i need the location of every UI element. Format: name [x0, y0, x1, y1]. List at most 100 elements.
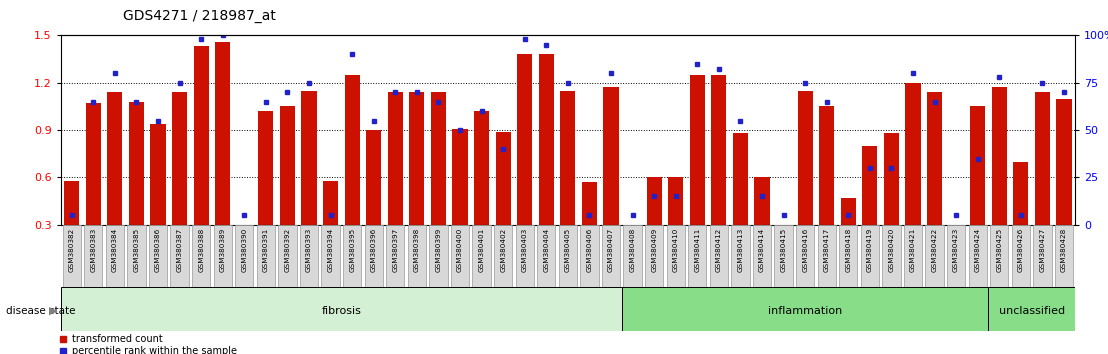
- Bar: [258, 111, 274, 225]
- Bar: [495, 132, 511, 225]
- Bar: [324, 181, 338, 225]
- Bar: [85, 103, 101, 225]
- Bar: [991, 225, 1008, 287]
- Bar: [668, 177, 684, 225]
- Bar: [884, 133, 899, 225]
- Text: GSM380396: GSM380396: [371, 227, 377, 272]
- Bar: [107, 92, 122, 225]
- Bar: [1012, 225, 1030, 287]
- Bar: [688, 225, 707, 287]
- Bar: [148, 225, 167, 287]
- Bar: [882, 225, 901, 287]
- Bar: [667, 225, 685, 287]
- Text: GSM380428: GSM380428: [1061, 227, 1067, 272]
- Text: ▶: ▶: [49, 306, 58, 316]
- Bar: [409, 92, 424, 225]
- Bar: [365, 225, 383, 287]
- Bar: [151, 124, 165, 225]
- Text: GSM380402: GSM380402: [500, 227, 506, 272]
- Bar: [537, 225, 555, 287]
- Bar: [752, 225, 771, 287]
- Bar: [474, 111, 489, 225]
- Text: transformed count: transformed count: [72, 334, 163, 344]
- Text: GSM380399: GSM380399: [435, 227, 441, 272]
- Bar: [947, 225, 965, 287]
- Text: GSM380404: GSM380404: [543, 227, 550, 272]
- Text: GSM380421: GSM380421: [910, 227, 916, 272]
- Text: GSM380395: GSM380395: [349, 227, 356, 272]
- Bar: [452, 129, 468, 225]
- Text: GSM380425: GSM380425: [996, 227, 1003, 272]
- Text: GSM380411: GSM380411: [695, 227, 700, 272]
- Text: GSM380401: GSM380401: [479, 227, 484, 272]
- Bar: [386, 225, 404, 287]
- Bar: [647, 177, 661, 225]
- Text: GSM380418: GSM380418: [845, 227, 851, 272]
- Bar: [127, 225, 145, 287]
- Bar: [321, 225, 340, 287]
- Bar: [431, 92, 447, 225]
- Bar: [581, 225, 598, 287]
- Bar: [755, 177, 770, 225]
- Bar: [862, 146, 878, 225]
- Text: GSM380419: GSM380419: [866, 227, 873, 272]
- Text: GSM380393: GSM380393: [306, 227, 312, 272]
- Bar: [971, 107, 985, 225]
- Bar: [280, 107, 295, 225]
- Bar: [278, 225, 297, 287]
- Text: GSM380412: GSM380412: [716, 227, 721, 272]
- Text: GSM380424: GSM380424: [975, 227, 981, 272]
- Text: GSM380414: GSM380414: [759, 227, 765, 272]
- Text: GSM380405: GSM380405: [565, 227, 571, 272]
- Text: GSM380413: GSM380413: [738, 227, 743, 272]
- Bar: [62, 225, 81, 287]
- Bar: [798, 91, 812, 225]
- Bar: [214, 225, 232, 287]
- Bar: [622, 287, 988, 331]
- Text: percentile rank within the sample: percentile rank within the sample: [72, 346, 237, 354]
- Text: GSM380383: GSM380383: [90, 227, 96, 272]
- Bar: [1014, 162, 1028, 225]
- Bar: [645, 225, 664, 287]
- Bar: [429, 225, 448, 287]
- Bar: [215, 42, 230, 225]
- Bar: [604, 87, 618, 225]
- Bar: [1055, 225, 1074, 287]
- Text: GSM380426: GSM380426: [1018, 227, 1024, 272]
- Bar: [774, 225, 792, 287]
- Text: GSM380387: GSM380387: [176, 227, 183, 272]
- Bar: [905, 83, 921, 225]
- Text: GSM380408: GSM380408: [629, 227, 636, 272]
- Text: GSM380385: GSM380385: [133, 227, 140, 272]
- Bar: [1034, 225, 1051, 287]
- Text: GDS4271 / 218987_at: GDS4271 / 218987_at: [123, 9, 276, 23]
- Bar: [861, 225, 879, 287]
- Bar: [105, 225, 124, 287]
- Bar: [517, 54, 532, 225]
- Bar: [558, 225, 577, 287]
- Text: GSM380388: GSM380388: [198, 227, 204, 272]
- Bar: [235, 225, 254, 287]
- Bar: [343, 225, 361, 287]
- Bar: [988, 287, 1075, 331]
- Text: unclassified: unclassified: [998, 306, 1065, 316]
- Bar: [366, 130, 381, 225]
- Text: GSM380423: GSM380423: [953, 227, 960, 272]
- Text: GSM380389: GSM380389: [219, 227, 226, 272]
- Bar: [839, 225, 858, 287]
- Bar: [561, 91, 575, 225]
- Bar: [602, 225, 620, 287]
- Bar: [927, 92, 942, 225]
- Bar: [64, 181, 80, 225]
- Text: GSM380403: GSM380403: [522, 227, 527, 272]
- Bar: [451, 225, 469, 287]
- Bar: [494, 225, 512, 287]
- Bar: [710, 225, 728, 287]
- Bar: [301, 91, 317, 225]
- Text: GSM380400: GSM380400: [456, 227, 463, 272]
- Text: GSM380409: GSM380409: [652, 227, 657, 272]
- Bar: [818, 225, 835, 287]
- Bar: [731, 225, 750, 287]
- Bar: [515, 225, 534, 287]
- Bar: [408, 225, 425, 287]
